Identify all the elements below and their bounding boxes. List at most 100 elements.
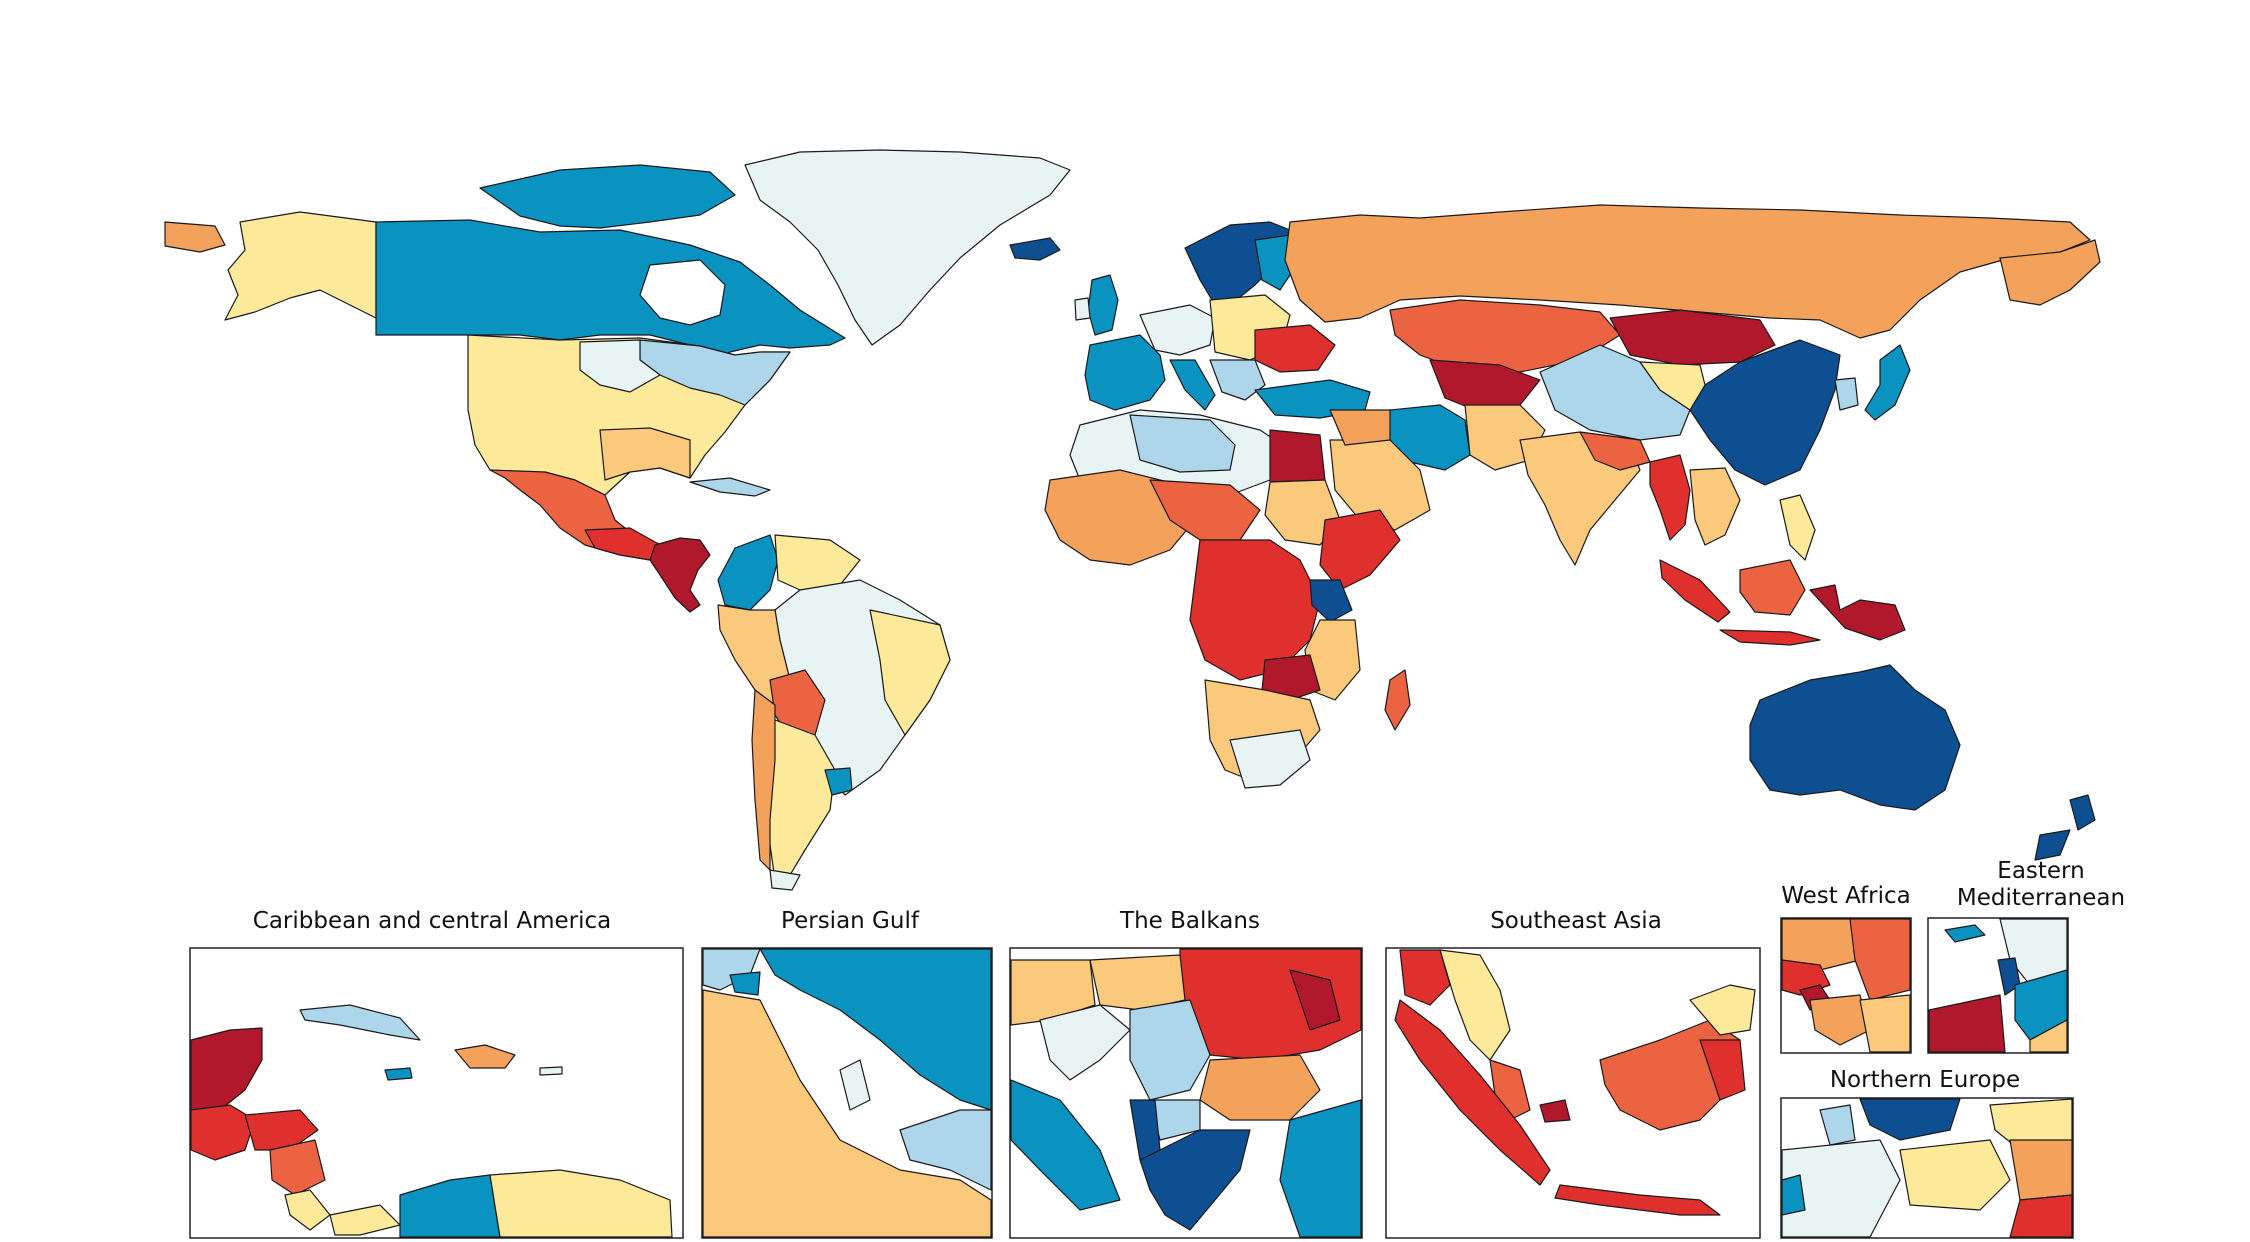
region-italy-inset — [1010, 1079, 1121, 1211]
region-algeria-libya — [1129, 414, 1236, 473]
inset-northern-europe — [1780, 1097, 2074, 1239]
inset-persian-gulf — [701, 947, 993, 1239]
region-ireland — [1074, 297, 1091, 321]
region-kalimantan-east-inset — [1699, 1039, 1746, 1101]
region-israel-inset — [1928, 994, 2006, 1053]
inset-title-west-africa: West Africa — [1781, 883, 1910, 909]
region-hungary-inset — [1089, 954, 1186, 1011]
region-canada — [375, 219, 846, 371]
region-turkey-inset — [1279, 1099, 1362, 1238]
region-colombia — [717, 534, 779, 611]
region-madagascar — [1384, 669, 1411, 731]
region-thailand-vietnam — [1689, 467, 1741, 546]
region-ivory-coast-inset — [1859, 994, 1911, 1053]
region-germany-central — [1139, 304, 1216, 356]
inset-west-africa — [1780, 917, 1912, 1054]
region-borneo — [1739, 559, 1806, 616]
region-italy — [1169, 359, 1216, 411]
region-sumatra-inset — [1394, 999, 1551, 1186]
region-ukraine-inset — [2009, 1194, 2073, 1238]
inset-title-southeast-asia: Southeast Asia — [1490, 908, 1662, 934]
region-panama — [329, 1204, 401, 1236]
inset-title-caribbean: Caribbean and central America — [253, 908, 611, 934]
region-alaska — [224, 211, 377, 321]
inset-title-eastern-med-line2: Mediterranean — [1957, 885, 2125, 911]
region-malaysia-inset — [1489, 1059, 1531, 1121]
region-iraq-syria — [1329, 409, 1391, 446]
region-cuba — [689, 477, 771, 497]
region-ukraine-romania — [1254, 324, 1336, 373]
region-mali-inset — [1849, 918, 1911, 1001]
region-sumatra — [1659, 559, 1731, 623]
region-saudi-arabia — [1329, 439, 1431, 531]
region-jamaica-inset — [384, 1067, 413, 1081]
region-sulawesi-papua — [1809, 584, 1906, 641]
region-brazil-east — [869, 609, 951, 736]
region-nicaragua — [269, 1139, 326, 1196]
region-java — [1719, 629, 1821, 646]
region-netherlands-inset — [1781, 1174, 1806, 1216]
region-uae-inset — [899, 1109, 992, 1191]
region-philippines — [1779, 494, 1816, 561]
region-sabah-inset — [1689, 984, 1756, 1036]
region-iran-inset — [759, 948, 992, 1111]
region-guatemala — [190, 1104, 256, 1161]
region-sudan — [1264, 479, 1341, 546]
region-egypt — [1269, 429, 1326, 483]
region-new-zealand — [2034, 794, 2096, 861]
inset-balkans — [1009, 947, 1363, 1239]
region-east-africa — [1309, 579, 1353, 623]
region-russia-west-tip — [164, 221, 226, 253]
inset-title-balkans: The Balkans — [1119, 908, 1260, 934]
region-sweden-inset — [1859, 1098, 1961, 1141]
region-usa-south — [599, 427, 691, 481]
region-balkans-main — [1209, 359, 1266, 401]
region-canada-islands — [479, 164, 736, 229]
region-russia — [1284, 204, 2091, 339]
region-thailand-inset — [1439, 949, 1511, 1061]
region-greenland — [744, 149, 1071, 346]
region-china-central — [1639, 361, 1706, 411]
hudson-bay — [639, 259, 726, 326]
region-saudi-north-inset — [2029, 1019, 2068, 1053]
region-denmark-inset — [1819, 1104, 1856, 1146]
region-uk — [1087, 274, 1119, 336]
region-east-africa-south — [1304, 619, 1361, 701]
region-germany-inset — [1781, 1139, 1901, 1238]
region-india-north — [1579, 431, 1651, 471]
inset-title-persian-gulf: Persian Gulf — [781, 908, 920, 934]
region-france-spain — [1084, 334, 1166, 411]
region-belarus-inset — [2009, 1139, 2073, 1201]
region-croatia-inset — [1039, 1004, 1131, 1081]
region-china-west — [1539, 344, 1691, 441]
region-myanmar-inset — [1399, 949, 1451, 1006]
region-iceland — [1009, 237, 1061, 261]
region-serbia-inset — [1129, 999, 1211, 1101]
region-java-inset — [1554, 1184, 1721, 1216]
inset-southeast-asia — [1385, 947, 1761, 1239]
region-south-africa — [1229, 729, 1311, 789]
region-venezuela-inset — [489, 1169, 673, 1238]
region-tierra-del-fuego — [769, 869, 801, 891]
region-puerto-rico-inset — [539, 1066, 563, 1076]
world-map — [164, 149, 2101, 891]
region-japan — [1864, 344, 1911, 421]
region-cyprus-inset — [1944, 924, 1986, 943]
region-moldova-inset — [1289, 969, 1341, 1031]
inset-title-northern-europe: Northern Europe — [1830, 1067, 2020, 1093]
region-mauritania-inset — [1781, 918, 1861, 971]
region-hispaniola-inset — [454, 1044, 516, 1069]
region-cuba-inset — [299, 1004, 421, 1041]
inset-caribbean — [189, 947, 684, 1239]
region-mongolia — [1609, 309, 1776, 366]
region-honduras — [244, 1109, 319, 1151]
region-costa-rica — [284, 1189, 331, 1231]
inset-title-eastern-med-line1: Eastern — [1997, 858, 2084, 884]
region-korea — [1834, 377, 1859, 411]
region-australia — [1749, 664, 1961, 811]
region-kuwait-inset — [729, 971, 761, 996]
region-qatar-inset — [839, 1059, 871, 1111]
region-bali-inset — [1539, 1099, 1571, 1123]
region-russia-far-east — [1999, 239, 2101, 306]
